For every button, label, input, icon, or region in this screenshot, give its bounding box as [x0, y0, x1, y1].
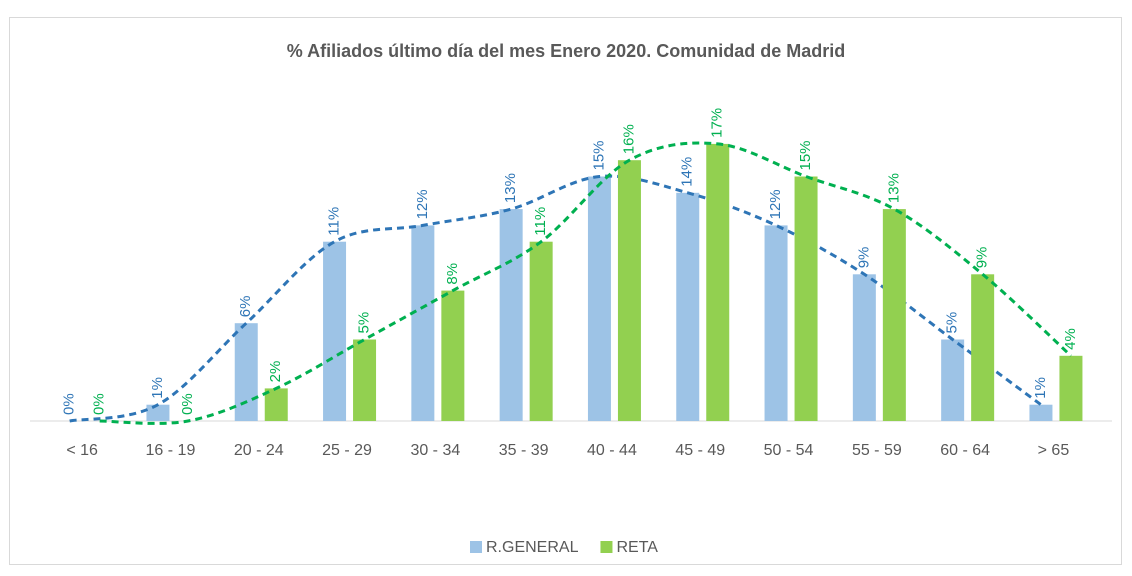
bar: [676, 192, 700, 421]
x-tick-label: 16 - 19: [146, 442, 196, 459]
x-tick-label: 55 - 59: [852, 442, 902, 459]
bar: [353, 339, 377, 421]
trend-line: [99, 141, 1072, 425]
bar: [264, 388, 288, 421]
legend-swatch: [600, 541, 613, 553]
data-label: 15%: [590, 140, 607, 170]
data-label: 13%: [885, 173, 902, 203]
data-label: 0%: [91, 393, 108, 415]
bar: [499, 209, 523, 421]
bar: [441, 290, 465, 421]
x-tick-label: > 65: [1038, 442, 1070, 459]
x-tick-label: 60 - 64: [940, 442, 990, 459]
bar: [323, 241, 347, 421]
bar: [794, 176, 818, 421]
data-label: 16%: [620, 124, 637, 154]
bar: [411, 225, 435, 421]
data-label: 9%: [855, 247, 872, 269]
data-label: 4%: [1062, 328, 1079, 350]
data-label: 8%: [444, 263, 461, 285]
x-tick-label: 45 - 49: [675, 442, 725, 459]
bar: [146, 404, 170, 421]
bar: [882, 209, 906, 421]
chart-frame: [9, 17, 1122, 565]
bar: [1029, 404, 1053, 421]
legend-label: R.GENERAL: [486, 539, 579, 556]
bar: [971, 274, 995, 421]
x-tick-label: 30 - 34: [410, 442, 460, 459]
data-label: 12%: [414, 189, 431, 219]
x-tick-label: < 16: [66, 442, 98, 459]
legend-label: RETA: [616, 539, 658, 556]
data-label: 0%: [179, 393, 196, 415]
x-tick-label: 25 - 29: [322, 442, 372, 459]
bar: [941, 339, 965, 421]
bar: [587, 176, 611, 421]
bar: [852, 274, 876, 421]
data-label: 14%: [679, 157, 696, 187]
data-label: 11%: [532, 207, 549, 236]
data-label: 9%: [974, 247, 991, 269]
data-label: 13%: [502, 173, 519, 203]
data-label: 0%: [61, 393, 78, 415]
data-label: 15%: [797, 140, 814, 170]
trend-line: [69, 174, 1042, 423]
data-label: 12%: [767, 189, 784, 219]
bar: [529, 241, 553, 421]
legend-swatch: [470, 541, 482, 553]
data-label: 17%: [709, 108, 726, 138]
chart-title: % Afiliados último día del mes Enero 202…: [287, 41, 845, 61]
bar: [234, 323, 258, 421]
data-label: 5%: [356, 312, 373, 334]
data-label: 6%: [237, 296, 254, 318]
data-label: 1%: [149, 377, 166, 399]
x-tick-label: 20 - 24: [234, 442, 284, 459]
data-label: 11%: [326, 207, 343, 236]
x-tick-label: 40 - 44: [587, 442, 637, 459]
bar: [1059, 355, 1083, 421]
data-label: 5%: [944, 312, 961, 334]
bar: [764, 225, 788, 421]
bar: [617, 160, 641, 421]
data-label: 2%: [267, 361, 284, 383]
x-tick-label: 50 - 54: [764, 442, 814, 459]
x-tick-label: 35 - 39: [499, 442, 549, 459]
bar: [706, 143, 730, 421]
data-label: 1%: [1032, 377, 1049, 399]
